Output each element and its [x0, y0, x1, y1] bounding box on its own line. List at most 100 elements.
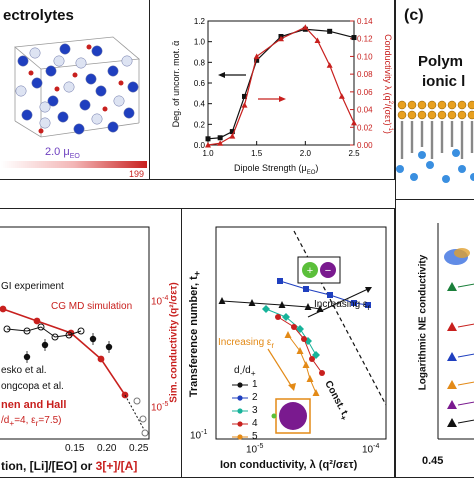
conductivity-point	[326, 62, 333, 68]
x-tick-label: 2.5	[348, 149, 360, 158]
cation-bead	[427, 110, 437, 120]
panel-snapshot: ectrolytes 2.0 μEO 199	[0, 0, 151, 180]
panel-title: ectrolytes	[3, 7, 74, 24]
series-point	[312, 389, 320, 396]
arrow-right-head	[279, 96, 286, 102]
open-point	[141, 429, 149, 437]
y-axis-label: Transference number, t+	[187, 270, 203, 398]
dipole-label: 2.0 μEO	[45, 146, 80, 161]
ion-sphere	[45, 65, 57, 77]
conductivity-point	[314, 37, 321, 43]
panel-c-marker	[447, 352, 457, 361]
ion-sphere	[95, 85, 107, 97]
right-tick-label: 0.12	[357, 35, 373, 44]
minus-icon: −	[325, 265, 331, 277]
left-tick-label: 0.6	[194, 79, 206, 88]
conductivity-point	[351, 119, 357, 126]
series-point	[301, 336, 307, 342]
transference-chart: + −	[215, 226, 387, 440]
panel-c-marker	[447, 282, 457, 291]
cation-bead	[457, 100, 467, 110]
open-point	[133, 397, 141, 405]
panel-dipole-plot: 0.0 0.2 0.4 0.6 0.8 1.0 1.2 0.00 0.02 0.04 0.06 0.…	[149, 0, 395, 180]
cation-bead	[467, 110, 474, 120]
panel-transference: + − Transference number, t+ 10-1 10-5 10-…	[181, 208, 395, 478]
series-point	[277, 278, 283, 284]
legend-experiment: GI experiment	[1, 281, 64, 292]
large-anion-icon	[279, 402, 307, 430]
left-tick-label: 0.8	[194, 58, 206, 67]
ion-sphere	[53, 55, 65, 67]
series-point	[304, 303, 312, 310]
cation-bead	[457, 110, 467, 120]
uncorr-motion-point	[229, 129, 235, 135]
legend-title: d-/d+	[234, 365, 256, 378]
cgmd-point	[97, 355, 105, 363]
anion-bead	[418, 151, 426, 159]
anion-bead	[458, 165, 466, 173]
anion-bead	[426, 161, 434, 169]
cation-bead	[407, 110, 417, 120]
anion-bead	[396, 165, 404, 173]
param-label: /d+=4, εr=7.5)	[1, 415, 62, 428]
ion-sphere	[107, 121, 119, 133]
dipole-chart: 0.0 0.2 0.4 0.6 0.8 1.0 1.2 0.00 0.02 0.04 0.06 0.…	[194, 17, 373, 158]
panel-c: (c) Polym ionic l Logarithmic NE conduct…	[395, 0, 474, 478]
uncorr-motion-point	[351, 35, 357, 41]
colorbar-max-label: 199	[129, 169, 145, 179]
x-tick-020: 0.20	[97, 443, 117, 454]
x-axis-label: tion, [Li]/[EO] or 3[+]/[A]	[1, 459, 138, 473]
ion-sphere	[85, 73, 97, 85]
panel-c-line	[457, 323, 474, 328]
ion-sphere	[39, 101, 51, 113]
ion-sphere	[121, 55, 133, 67]
y-tick-high: 10-4	[151, 295, 169, 308]
monomer-sphere	[102, 106, 108, 112]
ion-sphere	[63, 81, 75, 93]
legend-marker	[237, 382, 243, 388]
uncorr-motion-line	[207, 28, 355, 140]
panel-c-line	[457, 419, 474, 424]
x-tick-025: 0.25	[129, 443, 149, 454]
conductivity-point	[253, 53, 260, 59]
increasing-arrow-top	[307, 288, 369, 318]
x-tick-015: 0.15	[65, 443, 85, 454]
right-tick-label: 0.14	[357, 17, 373, 26]
conductivity-line	[207, 26, 355, 146]
series-point	[275, 314, 281, 320]
uncorr-motion-point	[254, 57, 260, 63]
panel-c-plot	[437, 223, 474, 440]
panel-c-title-2: ionic l	[422, 73, 466, 90]
x-axis-label: Dipole Strength (μEO)	[234, 163, 319, 176]
right-tick-label: 0.02	[357, 123, 373, 132]
series-point	[262, 305, 270, 313]
colorbar	[1, 161, 147, 168]
series-point	[309, 356, 315, 362]
cation-bead	[397, 100, 407, 110]
left-tick-label: 1.2	[194, 17, 206, 26]
cation-bead	[447, 100, 457, 110]
right-tick-label: 0.08	[357, 70, 373, 79]
conductivity-point	[278, 35, 284, 42]
arrow-left-head	[218, 72, 225, 78]
series-point	[296, 325, 304, 333]
conductivity-point	[229, 133, 236, 139]
uncorr-motion-point	[205, 136, 211, 142]
increasing-top: Increasing εr	[314, 299, 371, 312]
legend-marker	[237, 421, 243, 427]
ion-sphere	[91, 45, 103, 57]
cation-bead	[417, 110, 427, 120]
legend-item-2: 2	[252, 392, 258, 403]
ref-3: nen and Hall	[1, 399, 67, 411]
panel-concentration: GI experiment CG MD simulation esko et a…	[0, 208, 184, 478]
right-tick-label: 0.04	[357, 106, 373, 115]
panel-label-c: (c)	[404, 7, 424, 24]
monomer-sphere	[28, 70, 34, 76]
monomer-sphere	[72, 72, 78, 78]
legend-cgmd: CG MD simulation	[51, 301, 133, 312]
ion-sphere	[113, 95, 125, 107]
experiment-point	[37, 323, 45, 331]
y-axis-label: Sim. conductivity (q²/σετ)	[168, 282, 180, 403]
ion-sphere	[21, 109, 33, 121]
ion-sphere	[75, 57, 87, 69]
